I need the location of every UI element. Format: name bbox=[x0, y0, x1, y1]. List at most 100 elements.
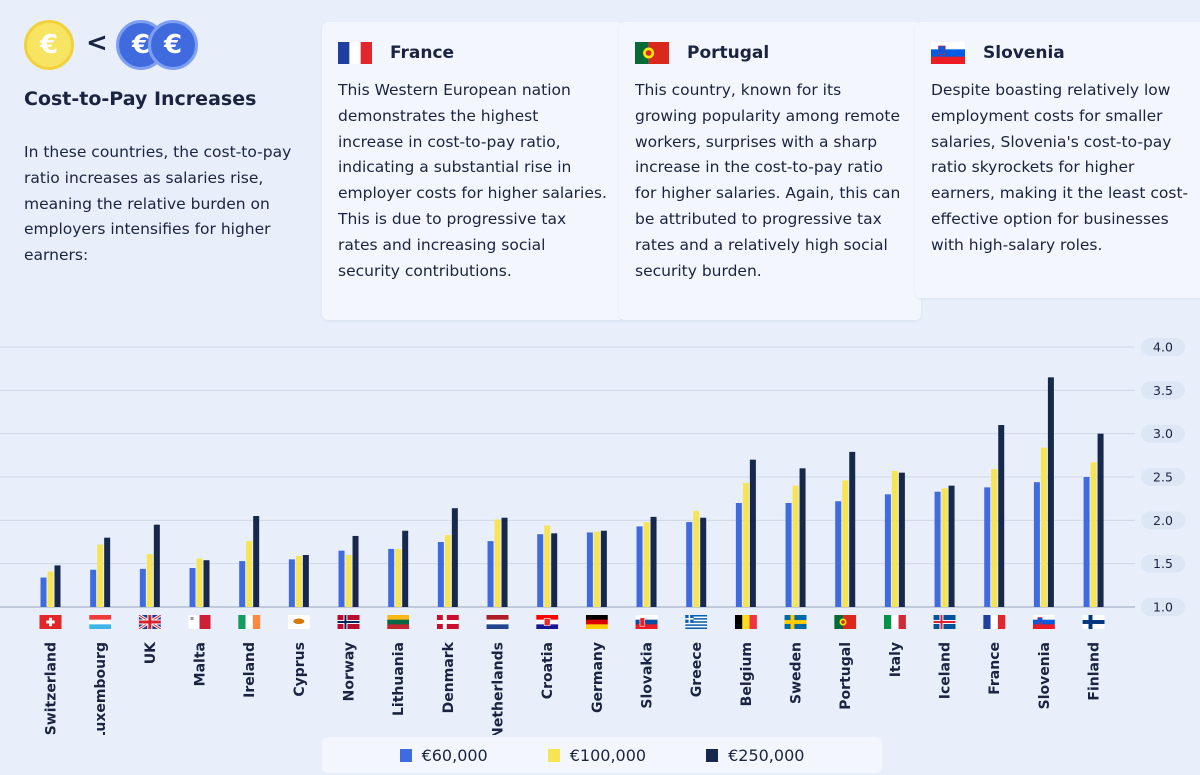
bar-france-2 bbox=[998, 425, 1005, 607]
card-country-name: Portugal bbox=[687, 43, 770, 63]
bar-portugal-0 bbox=[835, 501, 842, 607]
bar-slovenia-0 bbox=[1033, 482, 1040, 607]
x-tick-label: UK bbox=[143, 641, 159, 664]
y-tick-pill bbox=[1141, 511, 1185, 530]
sweden-flag-icon bbox=[784, 615, 807, 629]
x-tick-label: Portugal bbox=[838, 642, 854, 710]
belgium-flag-icon bbox=[734, 615, 757, 629]
chart-legend: €60,000 €100,000 €250,000 bbox=[322, 737, 882, 773]
x-tick-label: Italy bbox=[888, 642, 904, 677]
bar-denmark-0 bbox=[437, 542, 444, 607]
x-tick-label: Sweden bbox=[789, 642, 805, 704]
bar-croatia-2 bbox=[551, 533, 558, 607]
x-tick-label: France bbox=[987, 642, 1003, 695]
country-card-slovenia: Slovenia Despite boasting relatively low… bbox=[915, 22, 1200, 298]
bar-germany-2 bbox=[600, 530, 607, 607]
iceland-flag-icon bbox=[933, 615, 956, 629]
bar-luxembourg-2 bbox=[104, 537, 111, 607]
bar-sweden-2 bbox=[799, 468, 806, 607]
country-card-france: France This Western European nation demo… bbox=[322, 22, 624, 320]
germany-flag-icon bbox=[585, 615, 608, 629]
bar-norway-2 bbox=[352, 535, 359, 607]
bar-italy-2 bbox=[898, 472, 905, 607]
slovenia-flag-icon bbox=[1032, 615, 1055, 629]
bar-iceland-1 bbox=[941, 488, 948, 607]
bar-denmark-2 bbox=[451, 508, 458, 607]
page-title: Cost-to-Pay Increases bbox=[24, 88, 257, 110]
netherlands-flag-icon bbox=[486, 615, 509, 629]
bar-uk-0 bbox=[139, 568, 146, 607]
slovenia-flag-icon bbox=[931, 42, 965, 64]
bar-france-1 bbox=[991, 469, 998, 607]
bar-cyprus-1 bbox=[295, 555, 302, 607]
bar-ireland-0 bbox=[239, 561, 246, 607]
y-tick-pill bbox=[1141, 381, 1185, 400]
x-tick-label: Denmark bbox=[441, 641, 457, 713]
less-than-symbol: < bbox=[86, 28, 108, 58]
greece-flag-icon bbox=[685, 615, 708, 629]
legend-swatch-100k bbox=[547, 748, 560, 762]
x-tick-label: Slovenia bbox=[1037, 642, 1053, 709]
bar-norway-1 bbox=[345, 555, 352, 607]
x-tick-label: Belgium bbox=[739, 642, 755, 706]
bar-ireland-1 bbox=[246, 541, 253, 607]
legend-label: €60,000 bbox=[421, 745, 488, 765]
slovenia-flag-graphic bbox=[931, 42, 965, 64]
bar-lithuania-2 bbox=[402, 530, 409, 607]
cyprus-flag-icon bbox=[287, 615, 310, 629]
norway-flag-icon bbox=[337, 615, 360, 629]
bar-luxembourg-0 bbox=[90, 569, 97, 607]
portugal-flag-icon bbox=[834, 615, 857, 629]
x-tick-label: Finland bbox=[1087, 642, 1103, 701]
bar-france-0 bbox=[984, 487, 991, 607]
bar-portugal-2 bbox=[849, 451, 856, 607]
coin-comparison-graphic: € < € € bbox=[24, 18, 204, 72]
legend-item: €250,000 bbox=[706, 746, 804, 765]
bar-slovakia-1 bbox=[643, 522, 650, 607]
bar-malta-0 bbox=[189, 568, 196, 607]
bar-finland-2 bbox=[1097, 433, 1104, 607]
bar-iceland-2 bbox=[948, 485, 955, 607]
x-tick-label: Ireland bbox=[242, 642, 258, 698]
y-tick-label: 4.0 bbox=[1153, 340, 1173, 355]
x-tick-label: Iceland bbox=[938, 642, 954, 699]
legend-item: €100,000 bbox=[547, 746, 646, 765]
y-tick-label: 2.5 bbox=[1153, 470, 1173, 485]
bar-belgium-1 bbox=[742, 483, 749, 607]
lithuania-flag-icon bbox=[387, 615, 410, 629]
bar-malta-2 bbox=[203, 560, 210, 607]
y-tick-label: 1.5 bbox=[1153, 556, 1173, 571]
x-tick-label: Switzerland bbox=[44, 642, 60, 735]
card-description: This country, known for its growing popu… bbox=[635, 81, 901, 280]
portugal-flag-graphic bbox=[635, 42, 669, 64]
bar-lithuania-1 bbox=[395, 548, 402, 607]
switzerland-flag-icon bbox=[39, 615, 62, 629]
y-tick-label: 3.5 bbox=[1153, 383, 1173, 398]
y-tick-pill bbox=[1141, 554, 1185, 573]
bar-portugal-1 bbox=[842, 480, 849, 607]
euro-coin-icon: € bbox=[148, 20, 198, 70]
card-country-name: Slovenia bbox=[983, 43, 1065, 63]
bar-slovakia-0 bbox=[636, 526, 643, 607]
x-tick-label: Malta bbox=[193, 642, 209, 686]
bar-norway-0 bbox=[338, 550, 345, 607]
bar-greece-1 bbox=[693, 510, 700, 607]
bar-switzerland-0 bbox=[40, 577, 47, 607]
bar-denmark-1 bbox=[444, 535, 451, 607]
y-tick-label: 3.0 bbox=[1153, 426, 1173, 441]
bar-germany-1 bbox=[593, 531, 600, 607]
bar-lithuania-0 bbox=[388, 548, 395, 607]
bar-germany-0 bbox=[586, 532, 593, 607]
y-tick-pill bbox=[1141, 598, 1185, 616]
bar-belgium-2 bbox=[749, 459, 756, 607]
bar-slovakia-2 bbox=[650, 516, 657, 607]
uk-flag-icon bbox=[138, 615, 161, 629]
x-tick-label: Germany bbox=[590, 642, 606, 713]
y-tick-pill bbox=[1141, 468, 1185, 486]
x-tick-label: Norway bbox=[342, 642, 358, 701]
bar-switzerland-2 bbox=[54, 565, 61, 607]
luxembourg-flag-icon bbox=[89, 615, 112, 629]
bar-iceland-0 bbox=[934, 491, 941, 607]
bar-italy-1 bbox=[891, 470, 898, 607]
bar-italy-0 bbox=[884, 494, 891, 607]
